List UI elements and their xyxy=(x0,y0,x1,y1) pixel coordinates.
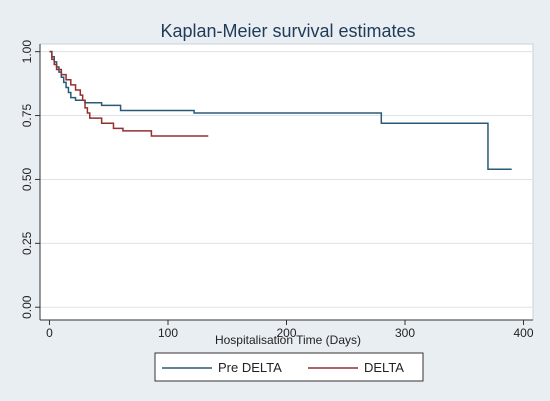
legend: Pre DELTA DELTA xyxy=(154,352,424,382)
x-tick-label: 300 xyxy=(395,326,415,340)
chart-title: Kaplan-Meier survival estimates xyxy=(160,21,415,41)
series-lines xyxy=(49,50,512,170)
series-line-delta xyxy=(49,50,209,137)
x-tick-label: 200 xyxy=(276,326,296,340)
y-tick-label: 0.50 xyxy=(20,167,34,191)
axis-ticks: 0 100 200 300 400 0.00 0.25 0.50 0.75 1.00 xyxy=(20,40,534,340)
y-tick-label: 0.25 xyxy=(20,231,34,255)
legend-label-delta: DELTA xyxy=(364,360,404,375)
y-tick-label: 1.00 xyxy=(20,40,34,64)
legend-label-pre-delta: Pre DELTA xyxy=(218,360,282,375)
legend-box xyxy=(154,352,424,382)
y-tick-label: 0.00 xyxy=(20,295,34,319)
y-tick-label: 0.75 xyxy=(20,104,34,128)
plot-area xyxy=(39,43,534,321)
x-axis-label: Hospitalisation Time (Days) xyxy=(215,333,361,347)
x-tick-label: 100 xyxy=(158,326,178,340)
x-tick-label: 0 xyxy=(46,326,53,340)
grid-lines xyxy=(40,51,533,308)
x-tick-label: 400 xyxy=(514,326,534,340)
